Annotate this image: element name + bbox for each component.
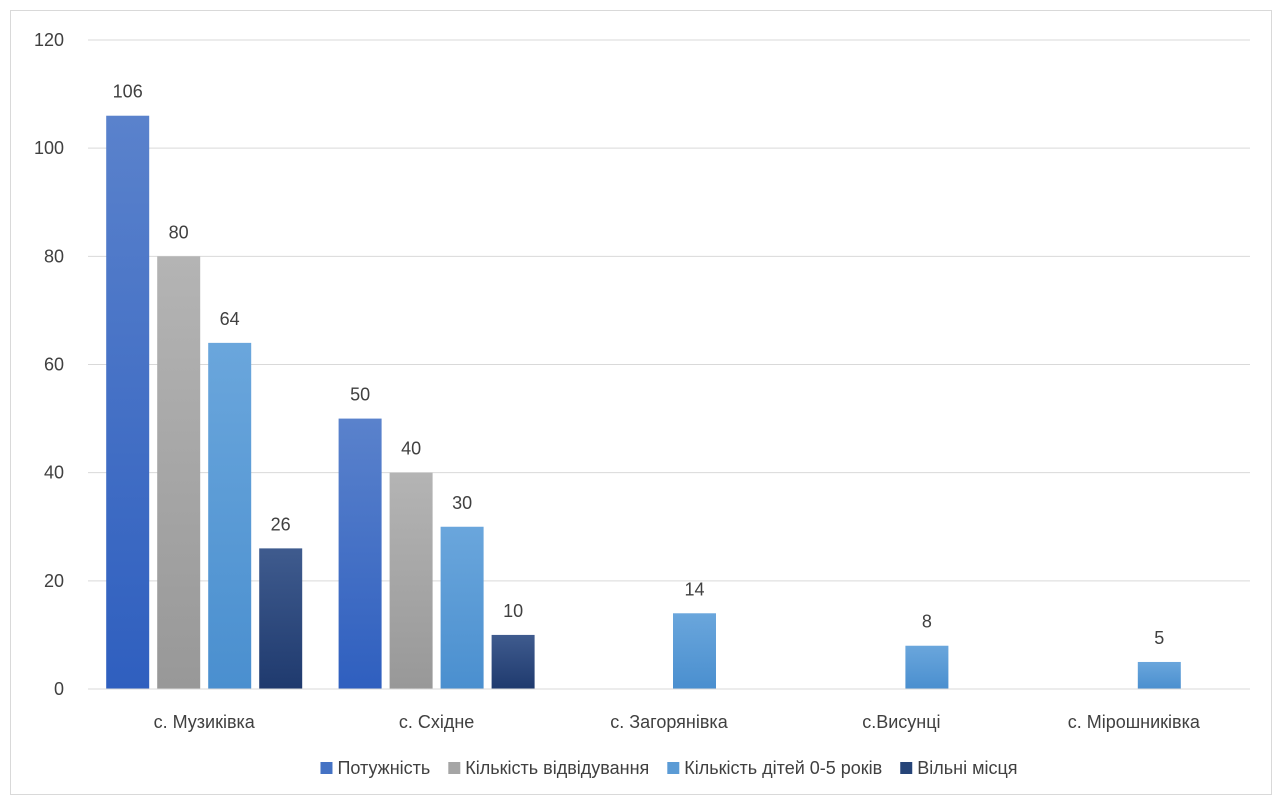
data-label: 106 xyxy=(113,82,143,102)
legend-label: Вільні місця xyxy=(917,758,1017,778)
legend-label: Кількість відвідування xyxy=(465,758,649,778)
bar xyxy=(673,613,716,689)
legend-swatch xyxy=(900,762,913,774)
bar xyxy=(1137,661,1181,689)
data-label: 40 xyxy=(401,439,421,459)
data-label: 30 xyxy=(452,493,472,513)
data-label: 5 xyxy=(1154,628,1164,648)
bar xyxy=(440,526,484,689)
data-label: 14 xyxy=(684,579,704,599)
x-tick-label: с. Східне xyxy=(399,712,474,732)
data-label: 50 xyxy=(350,385,370,405)
y-tick-label: 40 xyxy=(44,463,64,483)
y-tick-label: 60 xyxy=(44,355,64,375)
bar xyxy=(905,645,949,689)
x-axis: с. Музиківка с. Східне с. Загорянівка с.Вис… xyxy=(88,688,1250,732)
x-tick-label: с. Музиківка xyxy=(154,712,256,732)
bar xyxy=(389,472,433,689)
y-tick-label: 20 xyxy=(44,571,64,591)
bar xyxy=(157,256,201,689)
y-tick-label: 100 xyxy=(34,138,64,158)
x-tick-label: с. Мірошниківка xyxy=(1068,712,1201,732)
bar xyxy=(259,548,303,689)
y-axis: 0 20 40 60 80 100 120 xyxy=(34,30,64,699)
x-tick-label: с.Висунці xyxy=(862,712,940,732)
bar xyxy=(491,634,535,689)
y-tick-label: 120 xyxy=(34,30,64,50)
bar xyxy=(106,115,150,689)
legend-swatch xyxy=(667,762,680,774)
data-labels: 106 80 64 26 50 40 30 10 14 8 5 xyxy=(113,82,1165,648)
legend-label: Потужність xyxy=(337,758,430,778)
data-label: 64 xyxy=(220,309,240,329)
y-tick-label: 80 xyxy=(44,246,64,266)
data-label: 8 xyxy=(922,612,932,632)
data-label: 26 xyxy=(271,514,291,534)
data-label: 80 xyxy=(169,222,189,242)
bar xyxy=(338,418,382,689)
legend-label: Кількість дітей 0-5 років xyxy=(684,758,882,778)
gridlines xyxy=(88,39,1250,582)
data-label: 10 xyxy=(503,601,523,621)
y-tick-label: 0 xyxy=(54,679,64,699)
legend-swatch xyxy=(320,762,333,774)
bar xyxy=(208,342,252,689)
bars xyxy=(106,115,1181,689)
legend-swatch xyxy=(448,762,461,774)
x-tick-label: с. Загорянівка xyxy=(610,712,728,732)
legend: Потужність Кількість відвідування Кількіст… xyxy=(320,758,1018,778)
